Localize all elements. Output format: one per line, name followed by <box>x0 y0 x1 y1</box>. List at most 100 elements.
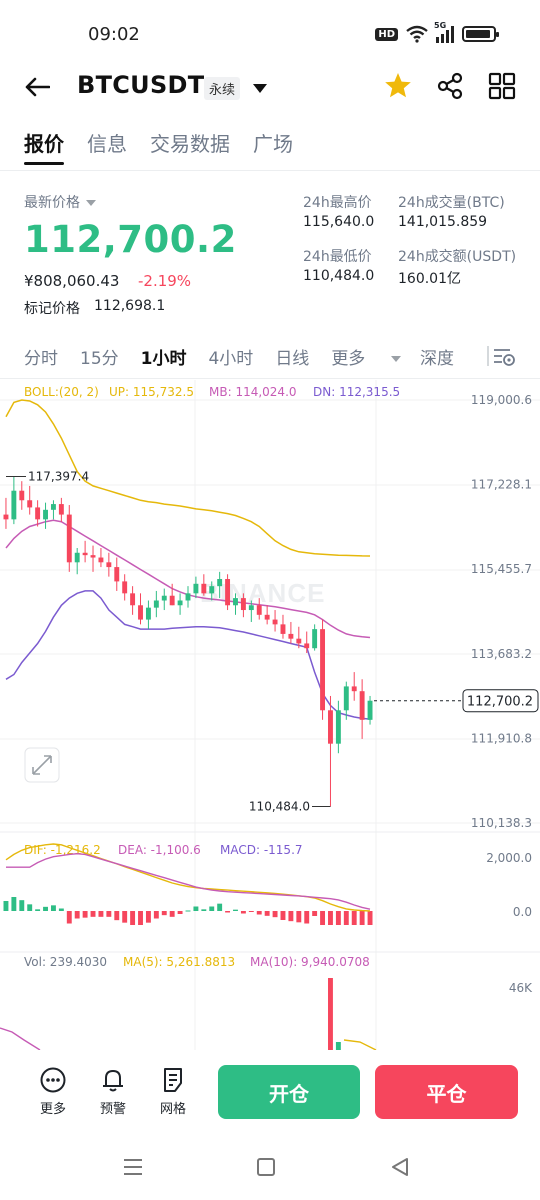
vol-usdt-value: 160.01亿 <box>398 271 461 287</box>
macd-histogram-bar <box>335 911 341 925</box>
boll-upper-line <box>5 399 371 557</box>
interval-time[interactable]: 分时 <box>24 349 58 369</box>
vol-usdt-label: 24h成交额(USDT) <box>398 249 517 265</box>
candle-body <box>233 598 238 606</box>
grid-layout-icon[interactable] <box>486 70 518 102</box>
interval-4h[interactable]: 4小时 <box>208 349 254 369</box>
candle-body <box>280 624 286 634</box>
candlestick-chart[interactable]: BINANCE119,000.6117,228.1115,455.7113,68… <box>0 380 540 1050</box>
macd-histogram-bar <box>3 901 9 911</box>
macd-histogram-bar <box>82 911 88 918</box>
macd-histogram-bar <box>138 911 143 925</box>
macd-axis-label: 0.0 <box>513 905 532 919</box>
macd-histogram-bar <box>296 911 302 923</box>
alert-action[interactable]: 预警 <box>88 1066 138 1117</box>
candle-body <box>138 605 143 620</box>
macd-histogram-bar <box>248 911 254 912</box>
macd-histogram-bar <box>264 911 270 916</box>
boll-legend-mb: MB: 114,024.0 <box>209 385 297 399</box>
interval-15m[interactable]: 15分 <box>80 349 119 369</box>
macd-histogram-bar <box>74 911 80 919</box>
price-axis-label: 110,138.3 <box>471 816 532 830</box>
grid-action[interactable]: 网格 <box>148 1066 198 1117</box>
open-position-button[interactable]: 开仓 <box>218 1065 360 1119</box>
boll-lower-line <box>5 590 371 720</box>
interval-selector: 分时 15分 1小时 4小时 日线 更多 <box>24 344 445 369</box>
close-position-button[interactable]: 平仓 <box>375 1065 518 1119</box>
alert-action-label: 预警 <box>99 1102 126 1117</box>
volume-ma5-line <box>343 1039 377 1050</box>
share-icon[interactable] <box>434 70 466 102</box>
interval-more[interactable]: 更多 <box>331 344 423 369</box>
candle-body <box>106 562 112 568</box>
tab-trading-data[interactable]: 交易数据 <box>150 132 230 156</box>
bell-icon <box>103 1070 123 1092</box>
symbol-dropdown-icon[interactable] <box>251 80 269 94</box>
macd-histogram-bar <box>256 911 262 915</box>
tab-square[interactable]: 广场 <box>253 132 293 156</box>
chevron-down-icon <box>391 356 402 362</box>
candle-body <box>209 586 215 594</box>
macd-histogram-bar <box>351 911 357 925</box>
candle-body <box>359 691 365 720</box>
mark-price-value: 112,698.1 <box>94 298 166 314</box>
tab-info[interactable]: 信息 <box>87 132 127 156</box>
candle-body <box>217 579 223 587</box>
macd-histogram-bar <box>233 909 238 911</box>
signal-icon: 5G <box>434 21 454 43</box>
volume-ma5-label: MA(5): 5,261.8813 <box>123 955 235 969</box>
macd-histogram-bar <box>122 911 128 923</box>
candle-body <box>35 507 41 520</box>
candle-body <box>161 595 167 601</box>
macd-histogram-bar <box>153 911 159 919</box>
candle-body <box>11 490 17 520</box>
macd-dea-label: DEA: -1,100.6 <box>118 843 201 857</box>
boll-legend-up: UP: 115,732.5 <box>109 385 194 399</box>
macd-histogram-bar <box>280 911 286 920</box>
macd-histogram-bar <box>90 911 96 917</box>
candle-body <box>240 598 246 611</box>
interval-1h[interactable]: 1小时 <box>140 349 187 369</box>
back-arrow-icon[interactable] <box>20 70 54 104</box>
candle-body <box>74 552 80 563</box>
recent-apps-icon[interactable] <box>122 1158 144 1176</box>
price-axis-label: 117,228.1 <box>471 478 532 492</box>
candle-body <box>343 686 349 711</box>
low-24h-value: 110,484.0 <box>303 268 375 284</box>
macd-axis-label: 2,000.0 <box>486 851 532 865</box>
macd-histogram-bar <box>312 911 318 916</box>
interval-1d[interactable]: 日线 <box>275 349 310 369</box>
boll-legend-dn: DN: 112,315.5 <box>313 385 400 399</box>
more-dots-icon <box>40 1067 66 1093</box>
vol-btc-label: 24h成交量(BTC) <box>398 195 505 211</box>
macd-histogram-bar <box>343 911 349 925</box>
candle-body <box>82 552 88 556</box>
home-icon[interactable] <box>257 1158 275 1176</box>
volume-axis-label: 46K <box>509 981 533 995</box>
macd-histogram-bar <box>66 911 72 924</box>
current-price-tag-box <box>462 689 539 713</box>
price-axis-label: 119,000.6 <box>471 393 532 407</box>
symbol-title[interactable]: BTCUSDT <box>77 71 205 99</box>
candle-body <box>122 581 128 594</box>
favorite-star-icon[interactable] <box>382 70 414 102</box>
grid-trading-icon <box>164 1068 182 1092</box>
macd-histogram-bar <box>217 903 223 911</box>
tab-quote[interactable]: 报价 <box>24 132 64 156</box>
candle-body <box>335 710 341 744</box>
macd-histogram-bar <box>161 911 167 916</box>
back-triangle-icon[interactable] <box>390 1157 410 1177</box>
candle-body <box>328 710 333 744</box>
more-action[interactable]: 更多 <box>28 1066 78 1117</box>
macd-histogram-bar <box>288 911 294 922</box>
candle-body <box>264 614 270 620</box>
wifi-icon <box>406 25 428 43</box>
depth-tab[interactable]: 深度 <box>420 349 454 369</box>
candle-body <box>169 595 175 606</box>
candle-body <box>58 504 64 515</box>
candle-body <box>248 605 254 611</box>
current-price-tag: 112,700.2 <box>467 695 533 710</box>
latest-price-label[interactable]: 最新价格 <box>24 192 96 212</box>
interval-more-label: 更多 <box>331 349 366 369</box>
chart-settings-icon[interactable] <box>486 342 518 370</box>
